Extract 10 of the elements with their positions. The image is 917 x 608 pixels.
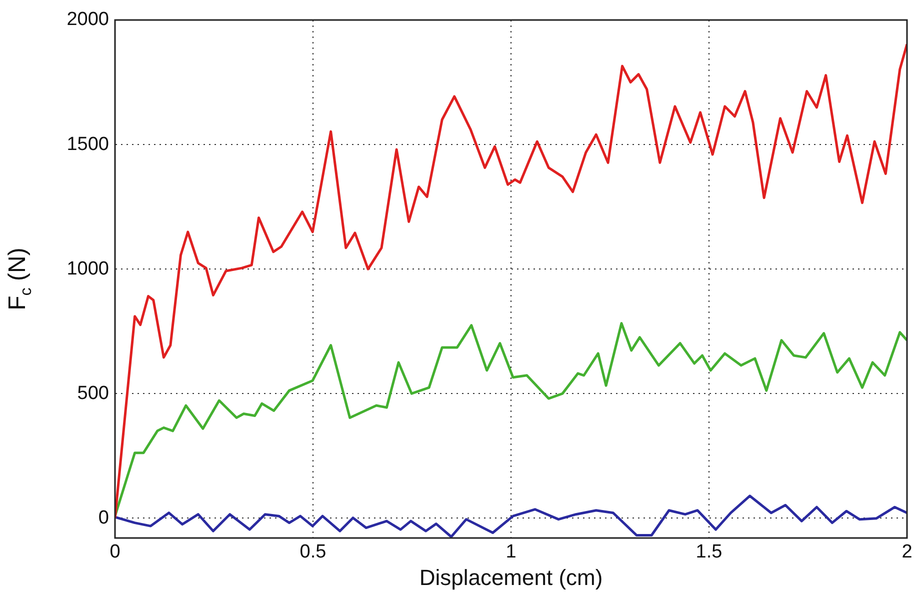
x-axis-title: Displacement (cm) [419,564,603,590]
x-tick-label: 0.5 [300,542,326,563]
y-tick-label: 2000 [66,9,109,30]
y-tick-label: 1500 [66,134,109,155]
y-tick-label: 1000 [66,258,109,280]
x-tick-label: 2 [902,542,912,563]
x-tick-label: 1.5 [696,542,722,563]
y-tick-label: 0 [98,507,109,528]
y-tick-label: 500 [77,382,109,404]
x-tick-label: 1 [506,542,516,563]
